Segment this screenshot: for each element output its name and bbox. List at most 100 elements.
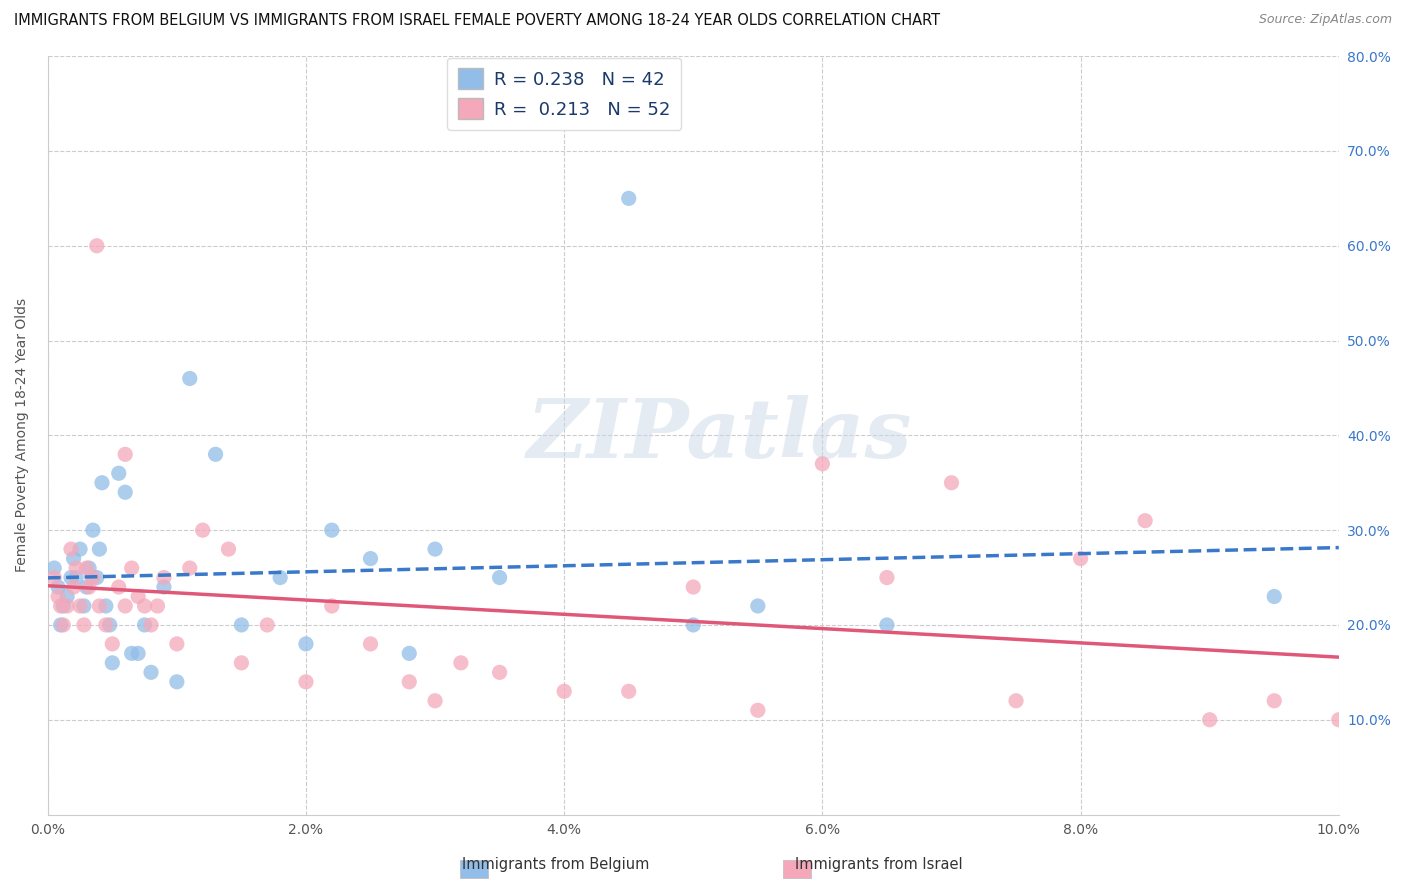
Point <box>114 447 136 461</box>
Point <box>89 542 111 557</box>
Point <box>65 570 87 584</box>
Point <box>256 618 278 632</box>
Point <box>94 599 117 613</box>
Point <box>321 599 343 613</box>
Point <box>617 684 640 698</box>
Point <box>682 618 704 632</box>
Point <box>76 580 98 594</box>
Point <box>52 599 75 613</box>
Point <box>94 618 117 632</box>
Point <box>204 447 226 461</box>
Point <box>153 570 176 584</box>
Point <box>941 475 963 490</box>
Point <box>73 618 96 632</box>
Point <box>1133 514 1156 528</box>
Text: Source: ZipAtlas.com: Source: ZipAtlas.com <box>1258 13 1392 27</box>
Point <box>107 580 129 594</box>
Point <box>121 561 143 575</box>
Point <box>62 580 84 594</box>
Point <box>218 542 240 557</box>
Point <box>153 580 176 594</box>
Point <box>398 646 420 660</box>
Point <box>127 646 149 660</box>
Point <box>1005 694 1028 708</box>
Point <box>360 551 382 566</box>
Point <box>65 561 87 575</box>
Point <box>101 637 124 651</box>
Point <box>46 580 69 594</box>
Point <box>114 599 136 613</box>
Point <box>166 674 188 689</box>
Point <box>44 570 66 584</box>
Point <box>398 674 420 689</box>
Point <box>59 542 82 557</box>
Point <box>747 703 769 717</box>
Point <box>49 618 72 632</box>
Point <box>876 570 898 584</box>
Point <box>121 646 143 660</box>
Point <box>682 580 704 594</box>
Point <box>91 475 114 490</box>
Point <box>82 523 104 537</box>
Point <box>423 542 446 557</box>
Point <box>56 599 79 613</box>
Point <box>1263 694 1285 708</box>
Point <box>553 684 575 698</box>
Point <box>52 618 75 632</box>
Point <box>49 599 72 613</box>
Text: Immigrants from Israel: Immigrants from Israel <box>794 857 963 872</box>
Point <box>77 561 100 575</box>
Point <box>1070 551 1092 566</box>
Point <box>69 599 91 613</box>
Point <box>127 590 149 604</box>
Point <box>139 665 162 680</box>
Point <box>876 618 898 632</box>
Point <box>62 551 84 566</box>
Point <box>321 523 343 537</box>
Text: IMMIGRANTS FROM BELGIUM VS IMMIGRANTS FROM ISRAEL FEMALE POVERTY AMONG 18-24 YEA: IMMIGRANTS FROM BELGIUM VS IMMIGRANTS FR… <box>14 13 941 29</box>
Point <box>179 371 201 385</box>
Y-axis label: Female Poverty Among 18-24 Year Olds: Female Poverty Among 18-24 Year Olds <box>15 298 30 573</box>
Point <box>423 694 446 708</box>
Point <box>107 467 129 481</box>
Point <box>166 637 188 651</box>
Point <box>231 618 253 632</box>
Point <box>98 618 121 632</box>
Point <box>86 239 108 253</box>
Point <box>360 637 382 651</box>
Text: Immigrants from Belgium: Immigrants from Belgium <box>461 857 650 872</box>
Point <box>89 599 111 613</box>
Point <box>69 542 91 557</box>
Point <box>82 570 104 584</box>
Point <box>59 570 82 584</box>
Point <box>73 599 96 613</box>
Point <box>295 674 318 689</box>
Point <box>179 561 201 575</box>
Point <box>46 590 69 604</box>
Point <box>1263 590 1285 604</box>
Point <box>101 656 124 670</box>
Legend: R = 0.238   N = 42, R =  0.213   N = 52: R = 0.238 N = 42, R = 0.213 N = 52 <box>447 58 682 130</box>
Point <box>1327 713 1350 727</box>
Point <box>77 580 100 594</box>
Point <box>231 656 253 670</box>
Point <box>1198 713 1220 727</box>
Point <box>56 590 79 604</box>
Point <box>191 523 214 537</box>
Point <box>811 457 834 471</box>
Point <box>76 561 98 575</box>
Point <box>295 637 318 651</box>
Point <box>134 599 156 613</box>
Point <box>44 561 66 575</box>
Point <box>617 191 640 205</box>
Point <box>114 485 136 500</box>
Point <box>747 599 769 613</box>
Text: ZIPatlas: ZIPatlas <box>526 395 912 475</box>
Point <box>488 665 510 680</box>
Point <box>269 570 291 584</box>
Point <box>139 618 162 632</box>
Point <box>146 599 169 613</box>
Point <box>134 618 156 632</box>
Point <box>450 656 472 670</box>
Point <box>488 570 510 584</box>
